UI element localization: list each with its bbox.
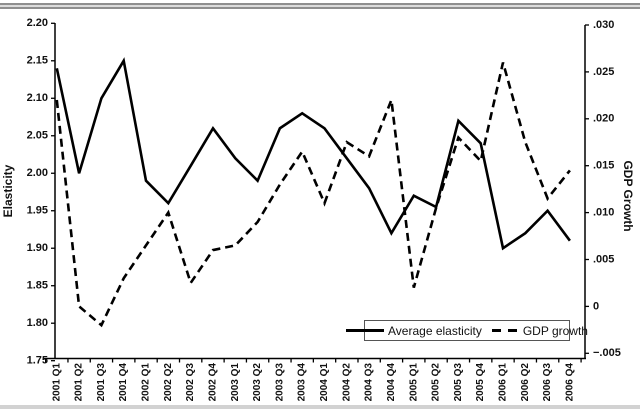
right-axis-tick-label: .005 [593, 253, 614, 265]
left-axis-tick-label: 2.10 [27, 92, 48, 104]
x-axis-category-label: 2004 Q2 [341, 363, 352, 402]
x-axis-category-label: 2004 Q4 [386, 363, 397, 402]
x-axis-category-label: 2006 Q3 [542, 363, 553, 402]
legend-item-gdp: GDP growth [491, 323, 588, 338]
x-axis-category-label: 2001 Q2 [74, 363, 85, 402]
x-axis-category-label: 2005 Q4 [475, 363, 486, 402]
left-axis-tick-label: 1.75 [27, 355, 48, 367]
x-axis-category-label: 2002 Q2 [163, 363, 174, 402]
x-axis-category-label: 2006 Q2 [520, 363, 531, 402]
right-axis-tick-label: .025 [593, 66, 614, 78]
x-axis-category-label: 2003 Q1 [230, 363, 241, 402]
average-elasticity-line [55, 57, 571, 251]
legend-label-elasticity: Average elasticity [388, 323, 482, 338]
gdp-growth-line [55, 62, 571, 328]
x-axis-category-label: 2003 Q4 [297, 363, 308, 402]
x-axis-category-label: 2001 Q4 [118, 363, 129, 402]
x-axis-category-label: 2001 Q1 [51, 363, 62, 402]
right-axis-tick-label: .010 [593, 207, 614, 219]
left-axis-tick-label: 1.80 [27, 317, 48, 329]
chart-legend: Average elasticity GDP growth [346, 320, 588, 341]
right-axis-tick-label: .015 [593, 160, 614, 172]
left-axis-tick-label: 2.05 [27, 130, 48, 142]
right-axis-tick-label: −.005 [593, 347, 621, 359]
top-divider-rule [0, 2, 640, 9]
x-axis-category-label: 2002 Q1 [141, 363, 152, 402]
left-axis-tick-label: 1.85 [27, 280, 48, 292]
x-axis-category-label: 2002 Q3 [185, 363, 196, 402]
left-axis-tick-label: 2.20 [27, 17, 48, 29]
left-axis-tick-label: 1.95 [27, 205, 48, 217]
right-axis-title: GDP Growth [621, 160, 635, 232]
legend-item-elasticity: Average elasticity [346, 324, 482, 338]
x-axis-category-label: 2006 Q4 [564, 363, 575, 402]
x-axis-category-label: 2002 Q4 [207, 363, 218, 402]
x-axis-category-label: 2004 Q3 [364, 363, 375, 402]
x-axis-category-label: 2005 Q2 [431, 363, 442, 402]
legend-label-gdp: GDP growth [522, 323, 588, 338]
x-axis-category-label: 2005 Q3 [453, 363, 464, 402]
x-axis-category-label: 2004 Q1 [319, 363, 330, 402]
left-axis-title: Elasticity [1, 164, 15, 218]
x-axis-category-label: 2001 Q3 [96, 363, 107, 402]
x-axis-category-label: 2006 Q1 [498, 363, 509, 402]
x-axis-category-label: 2005 Q1 [408, 363, 419, 402]
x-axis-category-label: 2003 Q2 [252, 363, 263, 402]
legend-dashed-line-swatch [491, 329, 519, 332]
legend-solid-line-swatch [346, 329, 385, 332]
right-axis-tick-label: .020 [593, 113, 614, 125]
bottom-divider-rule [0, 405, 640, 409]
right-axis-tick-label: .030 [593, 19, 614, 31]
left-axis-tick-label: 2.15 [27, 55, 48, 67]
right-axis-tick-label: 0 [593, 300, 599, 312]
left-axis-tick-label: 1.90 [27, 242, 48, 254]
x-axis-category-label: 2003 Q3 [274, 363, 285, 402]
left-axis-tick-label: 2.00 [27, 167, 48, 179]
